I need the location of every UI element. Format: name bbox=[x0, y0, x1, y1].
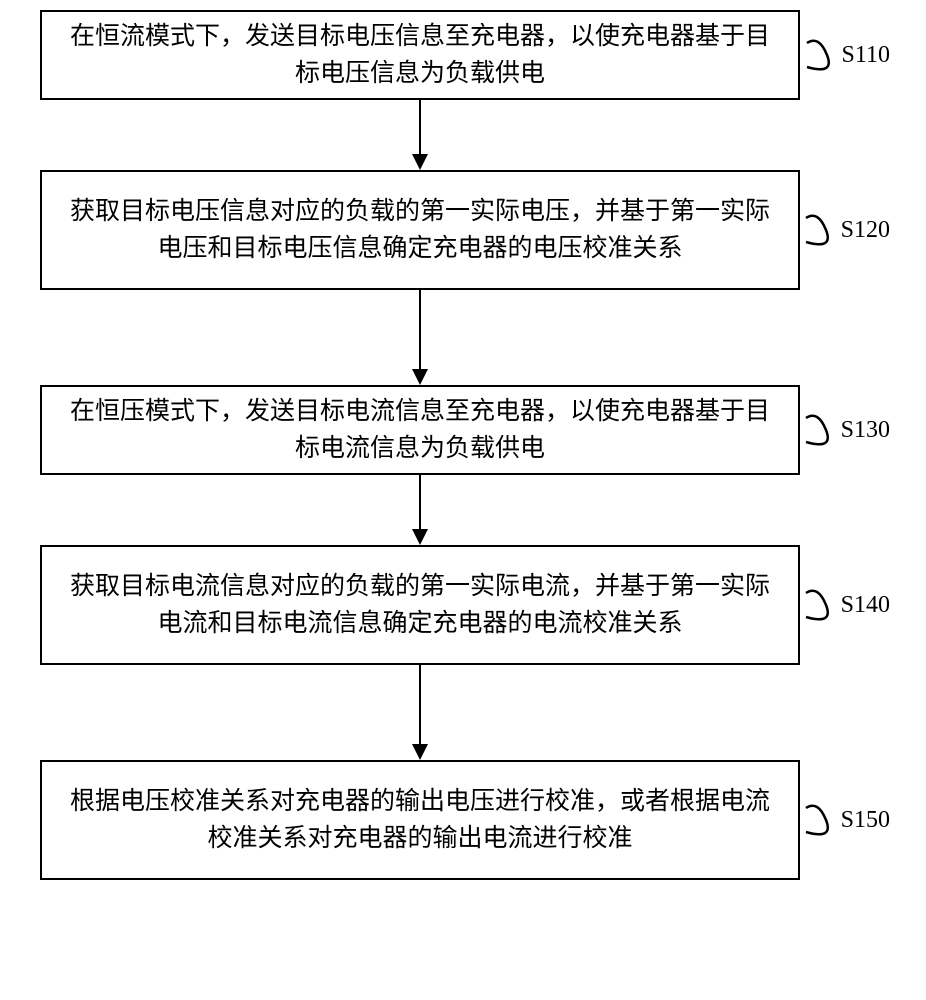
step-box: 在恒流模式下，发送目标电压信息至充电器，以使充电器基于目标电压信息为负载供电 bbox=[40, 10, 800, 100]
step-text: 获取目标电压信息对应的负载的第一实际电压，并基于第一实际电压和目标电压信息确定充… bbox=[62, 193, 778, 268]
bracket-icon bbox=[806, 410, 841, 450]
flowchart-container: 在恒流模式下，发送目标电压信息至充电器，以使充电器基于目标电压信息为负载供电 S… bbox=[40, 10, 890, 880]
step-text: 获取目标电流信息对应的负载的第一实际电流，并基于第一实际电流和目标电流信息确定充… bbox=[62, 568, 778, 643]
flow-row: 获取目标电压信息对应的负载的第一实际电压，并基于第一实际电压和目标电压信息确定充… bbox=[40, 170, 890, 290]
bracket-icon bbox=[806, 800, 841, 840]
flow-row: 根据电压校准关系对充电器的输出电压进行校准，或者根据电流校准关系对充电器的输出电… bbox=[40, 760, 890, 880]
step-label: S110 bbox=[842, 42, 890, 69]
arrow-down-icon bbox=[405, 475, 435, 545]
step-text: 在恒流模式下，发送目标电压信息至充电器，以使充电器基于目标电压信息为负载供电 bbox=[62, 18, 778, 93]
flow-row: 在恒压模式下，发送目标电流信息至充电器，以使充电器基于目标电流信息为负载供电 S… bbox=[40, 385, 890, 475]
flow-row: 获取目标电流信息对应的负载的第一实际电流，并基于第一实际电流和目标电流信息确定充… bbox=[40, 545, 890, 665]
step-box: 获取目标电流信息对应的负载的第一实际电流，并基于第一实际电流和目标电流信息确定充… bbox=[40, 545, 800, 665]
step-label: S150 bbox=[841, 807, 890, 834]
step-box: 根据电压校准关系对充电器的输出电压进行校准，或者根据电流校准关系对充电器的输出电… bbox=[40, 760, 800, 880]
flow-row: 在恒流模式下，发送目标电压信息至充电器，以使充电器基于目标电压信息为负载供电 S… bbox=[40, 10, 890, 100]
label-cell: S130 bbox=[800, 410, 890, 450]
step-label: S130 bbox=[841, 417, 890, 444]
label-cell: S120 bbox=[800, 210, 890, 250]
step-text: 根据电压校准关系对充电器的输出电压进行校准，或者根据电流校准关系对充电器的输出电… bbox=[62, 783, 778, 858]
arrow-down-icon bbox=[405, 665, 435, 760]
connector bbox=[40, 100, 800, 170]
connector bbox=[40, 475, 800, 545]
bracket-icon bbox=[806, 210, 841, 250]
label-cell: S110 bbox=[800, 35, 890, 75]
step-box: 获取目标电压信息对应的负载的第一实际电压，并基于第一实际电压和目标电压信息确定充… bbox=[40, 170, 800, 290]
label-cell: S150 bbox=[800, 800, 890, 840]
arrow-down-icon bbox=[405, 290, 435, 385]
step-box: 在恒压模式下，发送目标电流信息至充电器，以使充电器基于目标电流信息为负载供电 bbox=[40, 385, 800, 475]
connector bbox=[40, 665, 800, 760]
bracket-icon bbox=[806, 585, 841, 625]
arrow-down-icon bbox=[405, 100, 435, 170]
bracket-icon bbox=[807, 35, 842, 75]
step-label: S120 bbox=[841, 217, 890, 244]
step-label: S140 bbox=[841, 592, 890, 619]
step-text: 在恒压模式下，发送目标电流信息至充电器，以使充电器基于目标电流信息为负载供电 bbox=[62, 393, 778, 468]
label-cell: S140 bbox=[800, 585, 890, 625]
connector bbox=[40, 290, 800, 385]
